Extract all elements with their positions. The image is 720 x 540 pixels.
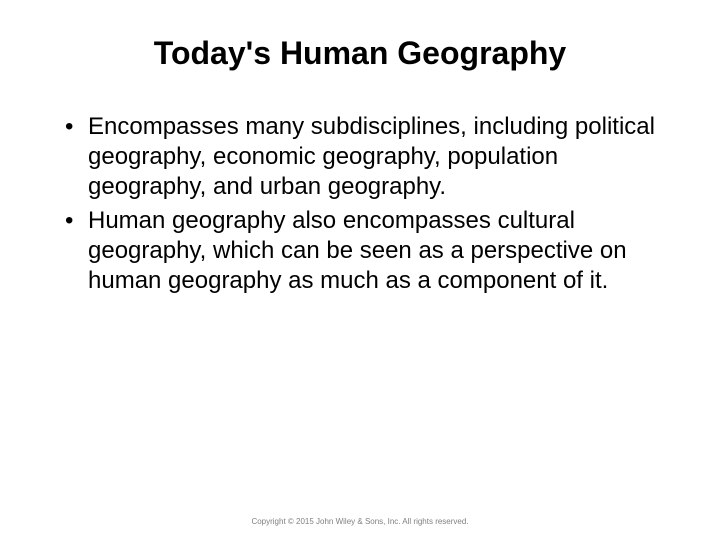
bullet-list: Encompasses many subdisciplines, includi… (60, 112, 660, 296)
copyright-footer: Copyright © 2015 John Wiley & Sons, Inc.… (0, 517, 720, 526)
bullet-item: Human geography also encompasses cultura… (60, 206, 660, 296)
slide-container: Today's Human Geography Encompasses many… (0, 0, 720, 540)
bullet-item: Encompasses many subdisciplines, includi… (60, 112, 660, 202)
slide-title: Today's Human Geography (50, 35, 670, 72)
slide-content: Encompasses many subdisciplines, includi… (50, 112, 670, 296)
